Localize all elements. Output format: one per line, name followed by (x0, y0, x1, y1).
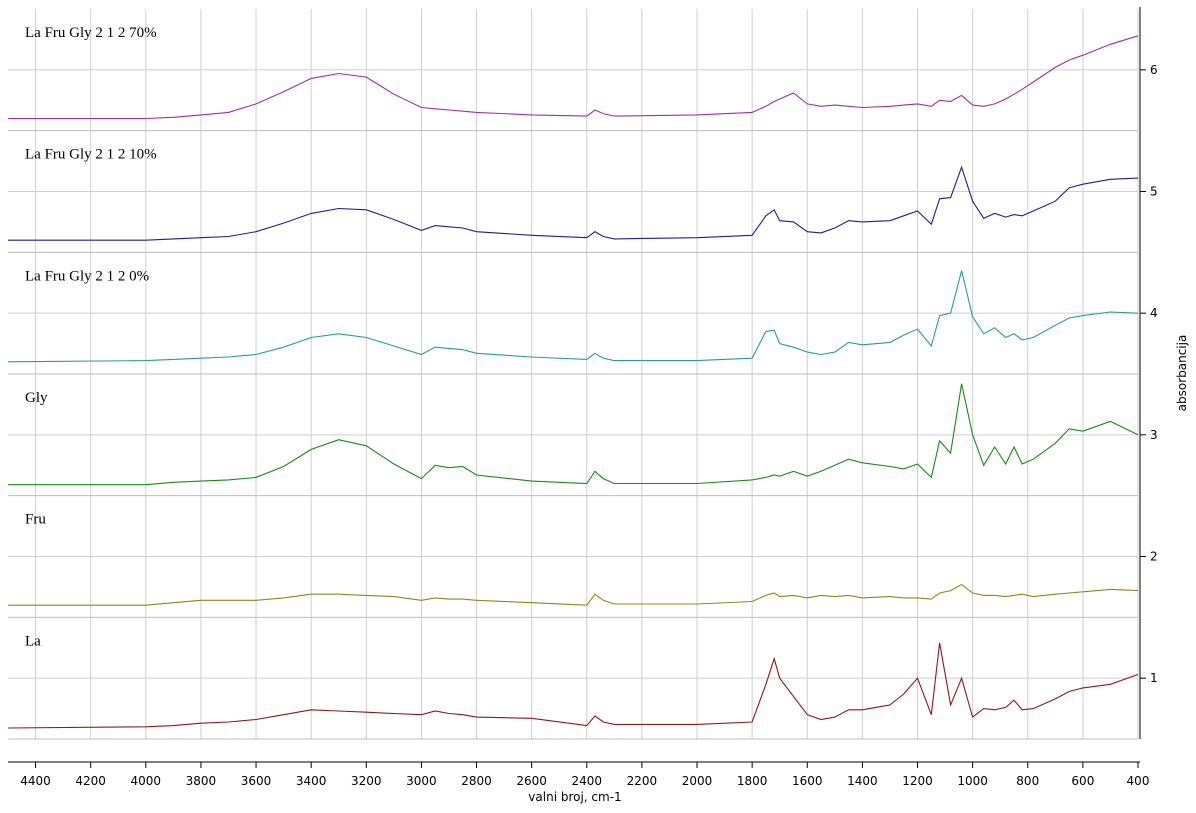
x-tick-label: 1200 (902, 774, 933, 788)
x-tick-label: 2000 (682, 774, 713, 788)
x-tick-label: 1000 (957, 774, 988, 788)
x-tick-label: 4000 (131, 774, 162, 788)
y-axis-label: absorbancija (1175, 335, 1189, 412)
x-tick-label: 3200 (351, 774, 382, 788)
x-tick-label: 400 (1127, 774, 1150, 788)
spectrum-line (8, 583, 1139, 606)
y-tick-label: 5 (1150, 185, 1158, 199)
x-tick-label: 3800 (186, 774, 217, 788)
spectrum-line (7, 642, 1139, 729)
series-label: La Fru Gly 2 1 2 10% (25, 147, 157, 163)
x-tick-label: 2200 (627, 774, 658, 788)
x-tick-label: 1800 (737, 774, 768, 788)
x-tick-label: 1600 (792, 774, 823, 788)
y-tick-label: 2 (1150, 550, 1158, 564)
spectrum-line (7, 270, 1139, 363)
x-tick-label: 4400 (20, 774, 51, 788)
x-tick-label: 600 (1071, 774, 1094, 788)
x-tick-label: 3600 (241, 774, 272, 788)
spectrum-line (8, 383, 1139, 486)
x-tick-label: 3400 (296, 774, 327, 788)
x-tick-label: 3000 (406, 774, 437, 788)
y-tick-label: 1 (1150, 671, 1158, 685)
series-label: La (25, 633, 41, 649)
y-tick-label: 4 (1150, 306, 1158, 320)
x-tick-label: 800 (1016, 774, 1039, 788)
x-tick-label: 2600 (516, 774, 547, 788)
series-label: La Fru Gly 2 1 2 0% (25, 268, 149, 284)
series-label: Fru (25, 512, 46, 528)
y-tick-label: 3 (1150, 428, 1158, 442)
x-tick-label: 4200 (75, 774, 106, 788)
series-label: La Fru Gly 2 1 2 70% (25, 25, 157, 41)
x-tick-label: 1400 (847, 774, 878, 788)
spectrum-line (8, 35, 1139, 120)
y-tick-label: 6 (1150, 63, 1158, 77)
spectrum-line (8, 165, 1139, 241)
series-label: Gly (25, 390, 48, 406)
x-axis-label: valni broj, cm-1 (528, 790, 621, 804)
x-tick-label: 2400 (572, 774, 603, 788)
x-tick-label: 2800 (461, 774, 492, 788)
